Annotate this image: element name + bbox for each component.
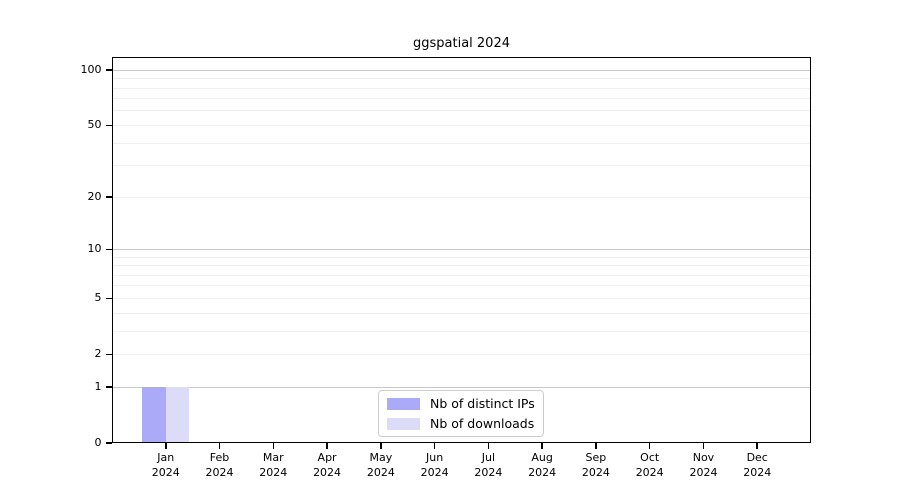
- minor-gridline: [112, 98, 811, 100]
- minor-gridline: [112, 353, 811, 355]
- x-axis-tick: [272, 443, 275, 449]
- legend-label-downloads: Nb of downloads: [430, 415, 535, 431]
- y-axis-tick-label: 100: [80, 63, 102, 77]
- x-axis-tick: [756, 443, 758, 449]
- y-axis-tick-label: 0: [94, 436, 102, 449]
- y-axis-tick: [105, 442, 112, 444]
- x-axis-tick-label: Jan 2024: [151, 451, 180, 479]
- x-axis-tick-label: Dec 2024: [743, 451, 772, 479]
- bar-distinct-ips: [142, 387, 166, 443]
- y-axis-tick: [105, 124, 112, 127]
- x-axis-tick-label: May 2024: [366, 451, 395, 479]
- minor-gridline: [112, 196, 811, 198]
- y-axis-tick: [105, 69, 112, 71]
- minor-gridline: [112, 265, 811, 267]
- minor-gridline: [112, 285, 811, 287]
- y-axis-tick: [105, 297, 112, 300]
- legend-label-distinct-ips: Nb of distinct IPs: [430, 395, 535, 411]
- x-axis-tick-label: Sep 2024: [581, 451, 610, 479]
- y-axis-tick-label: 5: [94, 291, 102, 305]
- y-axis-tick: [105, 353, 112, 356]
- legend: Nb of distinct IPs Nb of downloads: [378, 390, 544, 437]
- minor-gridline: [112, 297, 811, 299]
- minor-gridline: [112, 87, 811, 89]
- legend-swatch-downloads-icon: [387, 417, 420, 430]
- legend-item-distinct-ips: Nb of distinct IPs: [387, 396, 535, 412]
- x-axis-tick-label: Apr 2024: [313, 451, 342, 479]
- x-axis-tick: [433, 443, 436, 449]
- y-axis-tick-label: 2: [94, 347, 102, 361]
- x-axis-tick-label: Feb 2024: [205, 451, 234, 479]
- x-axis-tick: [326, 443, 328, 449]
- y-axis-tick-label: 1: [94, 380, 102, 394]
- y-axis-tick-label: 10: [87, 242, 102, 256]
- minor-gridline: [112, 78, 811, 80]
- minor-gridline: [112, 124, 811, 126]
- bar-downloads: [165, 387, 190, 443]
- minor-gridline: [112, 110, 811, 112]
- legend-swatch-distinct-ips-icon: [387, 397, 420, 410]
- y-axis-tick-label: 20: [87, 190, 102, 204]
- minor-gridline: [112, 165, 811, 167]
- x-axis-tick: [648, 443, 651, 449]
- plot-frame: [112, 57, 811, 443]
- x-axis-tick: [165, 443, 167, 449]
- x-axis-tick-label: Oct 2024: [635, 451, 664, 479]
- x-axis-tick: [702, 443, 705, 449]
- y-axis-tick: [105, 196, 112, 198]
- chart-title: ggspatial 2024: [413, 36, 510, 51]
- minor-gridline: [112, 312, 811, 314]
- x-axis-tick-label: Jul 2024: [474, 451, 503, 479]
- x-axis-tick: [541, 443, 543, 449]
- y-axis-tick: [105, 248, 112, 251]
- x-axis-tick-label: Aug 2024: [528, 451, 557, 479]
- x-axis-tick: [218, 443, 221, 449]
- x-axis-tick: [380, 443, 382, 449]
- minor-gridline: [112, 256, 811, 258]
- minor-gridline: [112, 274, 811, 276]
- legend-item-downloads: Nb of downloads: [387, 416, 535, 432]
- x-axis-tick-label: Nov 2024: [689, 451, 718, 479]
- y-axis-tick: [105, 386, 112, 388]
- minor-gridline: [112, 330, 811, 332]
- x-axis-tick-label: Jun 2024: [420, 451, 449, 479]
- major-gridline: [112, 248, 811, 250]
- y-axis-tick-label: 50: [87, 118, 102, 132]
- major-gridline: [112, 69, 811, 71]
- minor-gridline: [112, 142, 811, 144]
- major-gridline: [112, 386, 811, 388]
- x-axis-tick: [487, 443, 490, 449]
- x-axis-tick-label: Mar 2024: [259, 451, 288, 479]
- x-axis-tick: [595, 443, 597, 449]
